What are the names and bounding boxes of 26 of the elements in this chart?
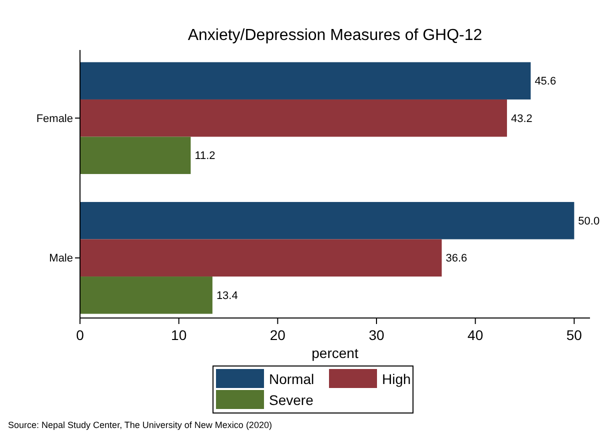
bar [80,239,442,277]
x-tick-label: 20 [270,327,286,343]
text: 45.6 [534,76,556,88]
text: 43.2 [510,112,532,125]
text: 13.4 [216,290,238,302]
text: 36.6 [446,252,468,265]
x-axis-title: percent [312,345,358,361]
bar [80,202,574,240]
text: 11.2 [194,150,216,162]
x-tick-label: 30 [368,327,385,343]
legend-label: Normal [269,370,314,387]
legend-label: High [382,370,411,387]
source-note: Source: Nepal Study Center, The University of New Mexico (2020) [8,420,272,430]
bar [80,62,531,100]
text: 50.0 [578,215,600,228]
x-tick-label: 0 [76,327,84,343]
bar [80,99,507,137]
chart-title: Anxiety/Depression Measures of GHQ-12 [188,27,482,44]
legend-label: Severe [269,392,314,408]
bar [80,136,191,174]
y-tick-label: Male [49,252,73,265]
x-tick-label: 10 [171,327,187,343]
bar [80,276,212,314]
x-tick-label: 50 [566,327,582,343]
x-tick-label: 40 [468,327,484,343]
y-tick-label: Female [36,112,73,125]
